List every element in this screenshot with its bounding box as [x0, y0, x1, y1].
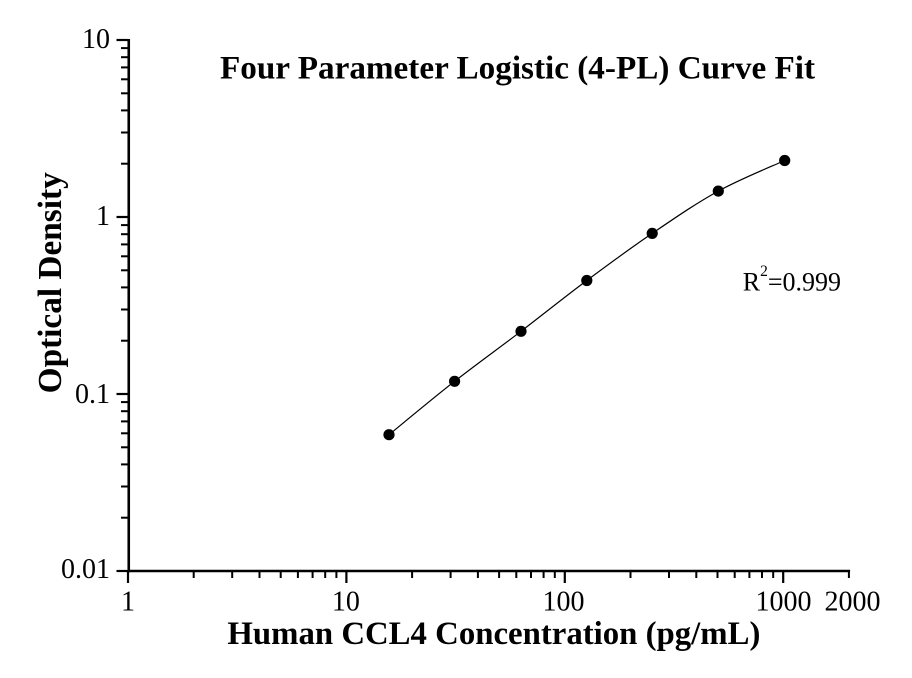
svg-text:10: 10	[82, 24, 110, 55]
svg-text:0.1: 0.1	[75, 379, 110, 410]
svg-text:100: 100	[543, 586, 585, 617]
svg-text:1: 1	[96, 201, 110, 232]
svg-text:Human CCL4 Concentration (pg/m: Human CCL4 Concentration (pg/mL)	[227, 616, 760, 652]
svg-text:2000: 2000	[825, 586, 881, 617]
svg-text:1: 1	[121, 586, 135, 617]
svg-text:R2=0.999: R2=0.999	[743, 263, 841, 297]
svg-text:Optical Density: Optical Density	[32, 172, 69, 393]
svg-text:0.01: 0.01	[61, 554, 110, 585]
svg-text:Four Parameter Logistic (4-PL): Four Parameter Logistic (4-PL) Curve Fit	[220, 49, 815, 86]
svg-text:10: 10	[332, 586, 360, 617]
svg-text:1000: 1000	[756, 586, 812, 617]
